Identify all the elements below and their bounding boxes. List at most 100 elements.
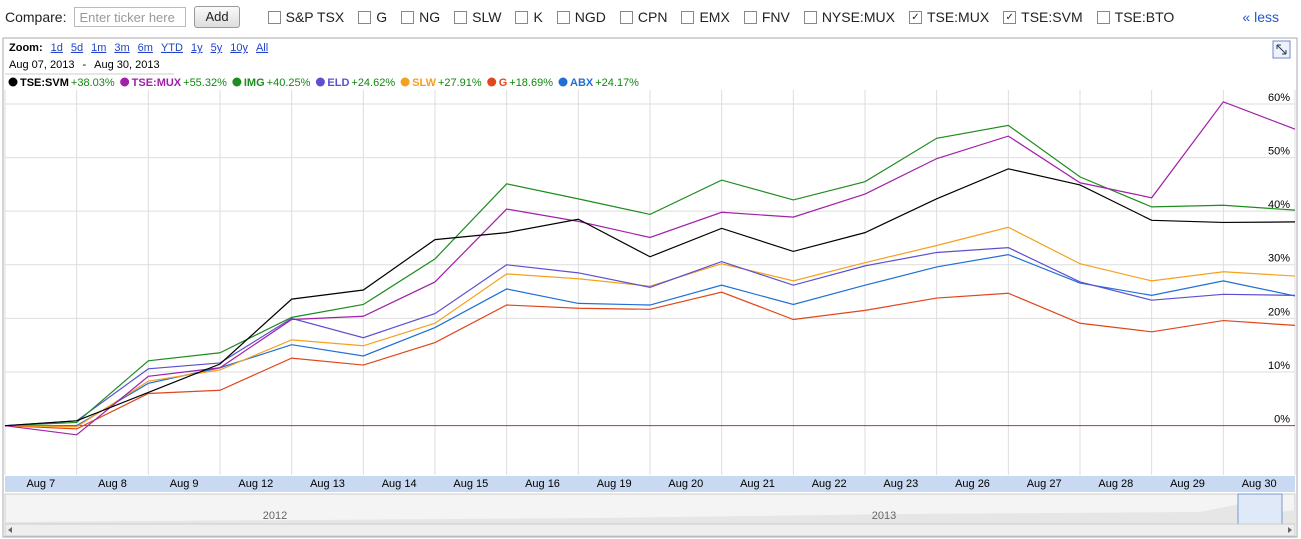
y-tick-label: 60% <box>1268 92 1290 104</box>
series-line <box>4 124 1296 427</box>
series-line <box>4 168 1296 427</box>
ticker-label: NG <box>419 9 441 25</box>
x-tick-label: Aug 12 <box>238 478 273 490</box>
ticker-label: TSE:SVM <box>1021 9 1083 25</box>
legend-dot <box>558 77 568 87</box>
checkbox[interactable]: ✓ <box>1003 10 1017 24</box>
zoom-option[interactable]: 3m <box>114 42 129 54</box>
ticker-option[interactable]: EMX <box>681 9 730 25</box>
x-tick-label: Aug 16 <box>525 478 560 490</box>
checkbox[interactable]: ✓ <box>908 10 922 24</box>
checkbox[interactable] <box>681 10 695 24</box>
ticker-option[interactable]: SLW <box>454 9 501 25</box>
ticker-option[interactable]: S&P TSX <box>267 9 344 25</box>
checkbox[interactable] <box>743 10 757 24</box>
ticker-label: TSE:BTO <box>1114 9 1175 25</box>
ticker-input[interactable]: Enter ticker here <box>74 7 187 27</box>
x-tick-label: Aug 28 <box>1098 478 1133 490</box>
ticker-option[interactable]: NG <box>401 9 440 25</box>
legend-dot <box>487 77 497 87</box>
checkbox[interactable] <box>358 10 372 24</box>
legend-change: +27.91% <box>438 77 482 89</box>
x-tick-label: Aug 20 <box>668 478 703 490</box>
expand-glyph <box>1276 44 1287 55</box>
checkbox[interactable] <box>556 10 570 24</box>
checkbox[interactable] <box>1096 10 1110 24</box>
legend-change: +24.62% <box>351 77 395 89</box>
x-tick-label: Aug 14 <box>382 478 417 490</box>
legend-change: +24.17% <box>595 77 639 89</box>
series-line <box>4 101 1296 436</box>
add-button[interactable]: Add <box>194 6 240 28</box>
zoom-option[interactable]: 1d <box>51 42 63 54</box>
x-tick-label: Aug 30 <box>1242 478 1277 490</box>
ticker-label: EMX <box>699 9 730 25</box>
zoom-option[interactable]: 5y <box>211 42 223 54</box>
x-tick-label: Aug 22 <box>812 478 847 490</box>
zoom-label: Zoom: <box>9 42 43 54</box>
zoom-option[interactable]: 6m <box>138 42 153 54</box>
y-tick-label: 50% <box>1268 145 1290 157</box>
x-tick-label: Aug 19 <box>597 478 632 490</box>
y-tick-label: 10% <box>1268 360 1290 372</box>
ticker-option[interactable]: ✓ TSE:SVM <box>1003 9 1083 25</box>
y-tick-label: 20% <box>1268 306 1290 318</box>
x-tick-label: Aug 7 <box>26 478 55 490</box>
ticker-option[interactable]: NYSE:MUX <box>803 9 895 25</box>
legend-name: TSE:SVM <box>20 77 69 89</box>
zoom-option[interactable]: 1m <box>91 42 106 54</box>
series-line <box>4 226 1296 428</box>
chart: Zoom: 1d 5d 1m 3m 6m YTD 1y 5y 10y All Aug 07, 2013… <box>2 37 1298 538</box>
x-tick-label: Aug 21 <box>740 478 775 490</box>
ticker-option[interactable]: TSE:BTO <box>1096 9 1175 25</box>
ticker-option[interactable]: K <box>515 9 543 25</box>
x-tick-label: Aug 29 <box>1170 478 1205 490</box>
checkbox[interactable] <box>454 10 468 24</box>
legend-change: +55.32% <box>183 77 227 89</box>
legend-dot <box>120 77 130 87</box>
checkbox[interactable] <box>515 10 529 24</box>
navigator-label: 2012 <box>263 510 287 522</box>
date-to: Aug 30, 2013 <box>94 59 159 71</box>
legend-dot <box>232 77 242 87</box>
ticker-option[interactable]: NGD <box>556 9 606 25</box>
zoom-option[interactable]: YTD <box>161 42 183 54</box>
checkbox[interactable] <box>619 10 633 24</box>
series-line <box>4 291 1296 430</box>
ticker-label: SLW <box>472 9 502 25</box>
ticker-label: FNV <box>761 9 790 25</box>
y-tick-label: 0% <box>1274 414 1290 426</box>
legend-name: IMG <box>244 77 265 89</box>
ticker-label: NYSE:MUX <box>821 9 895 25</box>
ticker-option[interactable]: FNV <box>743 9 790 25</box>
series-line <box>4 247 1296 427</box>
ticker-label: K <box>533 9 543 25</box>
ticker-option[interactable]: G <box>358 9 387 25</box>
x-tick-label: Aug 9 <box>170 478 199 490</box>
legend-name: TSE:MUX <box>132 77 182 89</box>
scrollbar[interactable] <box>4 523 1296 537</box>
navigator-label: 2013 <box>872 510 896 522</box>
zoom-option[interactable]: 5d <box>71 42 83 54</box>
navigator-area <box>5 504 1295 524</box>
ticker-option[interactable]: CPN <box>619 9 667 25</box>
zoom-option[interactable]: All <box>256 42 268 54</box>
legend-change: +18.69% <box>509 77 553 89</box>
ticker-option[interactable]: ✓ TSE:MUX <box>908 9 990 25</box>
ticker-list: S&P TSX G NG SLW K NGD CPN EMX FNV NYSE:MUX ✓ TSE:M… <box>267 9 1175 25</box>
ticker-label: NGD <box>574 9 606 25</box>
legend-name: SLW <box>412 77 436 89</box>
x-tick-label: Aug 23 <box>883 478 918 490</box>
date-sep: - <box>82 59 86 71</box>
checkbox[interactable] <box>803 10 817 24</box>
ticker-label: TSE:MUX <box>926 9 990 25</box>
checkbox[interactable] <box>267 10 281 24</box>
navigator-window[interactable] <box>1237 493 1283 525</box>
x-tick-label: Aug 8 <box>98 478 127 490</box>
zoom-option[interactable]: 1y <box>191 42 203 54</box>
legend-name: G <box>499 77 508 89</box>
zoom-option[interactable]: 10y <box>230 42 248 54</box>
less-link[interactable]: « less <box>1242 9 1279 25</box>
checkbox[interactable] <box>401 10 415 24</box>
y-tick-label: 30% <box>1268 253 1290 265</box>
